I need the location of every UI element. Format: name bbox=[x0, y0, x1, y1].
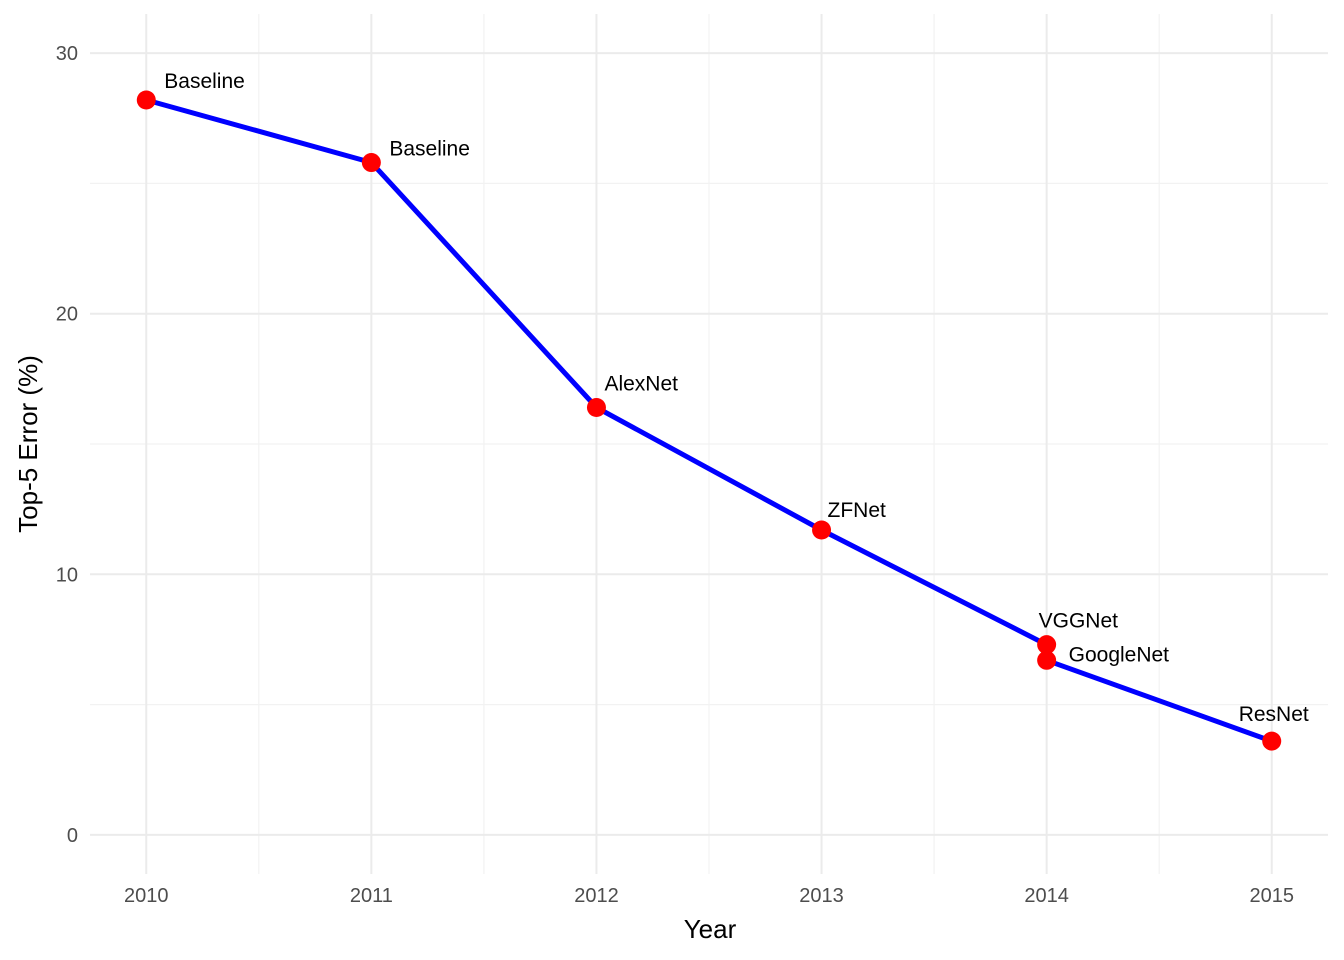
point-label: Baseline bbox=[389, 138, 470, 161]
y-axis-ticks: 0 10 20 30 bbox=[56, 43, 78, 847]
y-axis-title: Top-5 Error (%) bbox=[13, 355, 43, 533]
data-point bbox=[1037, 635, 1057, 655]
point-label: ZFNet bbox=[828, 499, 887, 522]
y-tick-label: 10 bbox=[56, 564, 78, 586]
point-label: ResNet bbox=[1239, 703, 1309, 726]
point-labels: Baseline Baseline AlexNet ZFNet VGGNet Google… bbox=[164, 70, 1309, 726]
x-tick-label: 2011 bbox=[350, 885, 393, 907]
point-label: AlexNet bbox=[604, 373, 678, 396]
data-point bbox=[361, 153, 381, 173]
x-axis-ticks: 2010 2011 2012 2013 2014 2015 bbox=[124, 885, 1294, 907]
x-tick-label: 2013 bbox=[799, 885, 844, 907]
x-tick-label: 2015 bbox=[1249, 885, 1294, 907]
x-tick-label: 2014 bbox=[1024, 885, 1069, 907]
x-axis-title: Year bbox=[684, 914, 737, 944]
point-label: Baseline bbox=[164, 70, 245, 93]
data-point bbox=[136, 90, 156, 110]
data-point bbox=[812, 520, 832, 540]
data-point bbox=[586, 398, 606, 418]
data-point bbox=[1037, 650, 1057, 670]
grid bbox=[90, 14, 1328, 874]
point-label: GoogleNet bbox=[1069, 643, 1170, 666]
y-tick-label: 30 bbox=[56, 43, 78, 65]
x-tick-label: 2012 bbox=[574, 885, 619, 907]
x-tick-label: 2010 bbox=[124, 885, 169, 907]
y-tick-label: 0 bbox=[67, 825, 78, 847]
point-label: VGGNet bbox=[1039, 610, 1119, 633]
y-tick-label: 20 bbox=[56, 304, 78, 326]
data-points bbox=[136, 90, 1282, 751]
data-point bbox=[1262, 731, 1282, 751]
